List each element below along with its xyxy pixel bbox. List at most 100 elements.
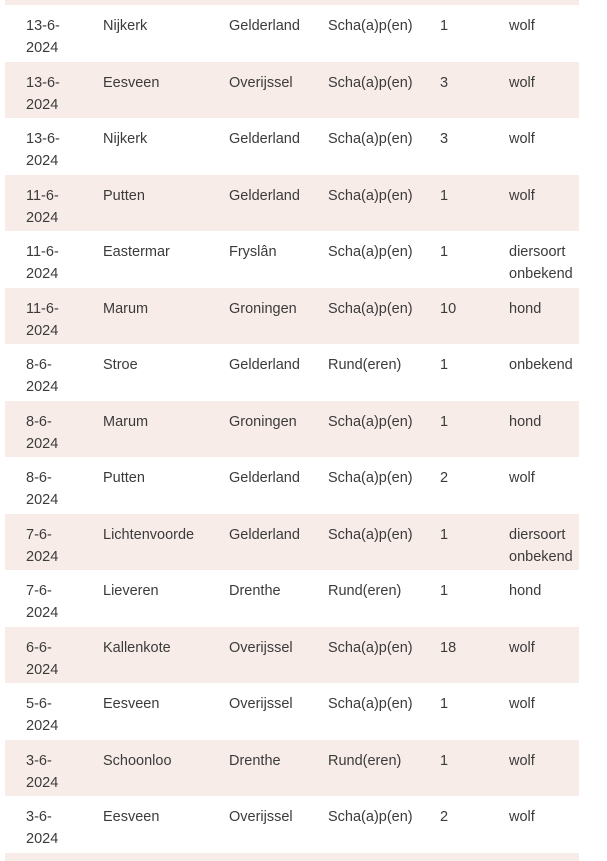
date-cell: 5-6-2024 (26, 696, 59, 734)
province-cell: Gelderland (229, 18, 300, 34)
row-partial-bottom (5, 852, 579, 861)
location-cell: Putten (103, 187, 145, 204)
date-cell: 13-6-2024 (26, 74, 60, 113)
identified-species-cell: wolf (509, 639, 535, 656)
date-cell: 11-6-2024 (26, 300, 59, 339)
identified-species-cell: hond (509, 413, 542, 430)
table-row: 3-6-2024 Schoonloo Drenthe Rund(eren) 1 … (5, 739, 579, 796)
province-cell: Fryslân (229, 244, 277, 260)
count-cell: 1 (440, 18, 449, 34)
date-cell: 13-6-2024 (26, 131, 60, 169)
identified-species-cell: diersoort onbekend (509, 244, 573, 282)
province-cell: Gelderland (229, 470, 300, 486)
animal-type-cell: Scha(a)p(en) (328, 639, 413, 656)
identified-species-cell: wolf (509, 470, 535, 486)
table-row: 7-6-2024 Lieveren Drenthe Rund(eren) 1 h… (5, 570, 579, 627)
date-cell: 11-6-2024 (26, 187, 59, 226)
animal-type-cell: Scha(a)p(en) (328, 187, 413, 204)
location-cell: Stroe (103, 357, 138, 373)
count-cell: 18 (440, 639, 457, 656)
count-cell: 2 (440, 809, 449, 825)
count-cell: 2 (440, 470, 449, 486)
animal-type-cell: Scha(a)p(en) (328, 413, 413, 430)
count-cell: 1 (440, 583, 449, 599)
date-cell: 3-6-2024 (26, 809, 59, 847)
fauna-damage-table: 13-6-2024 Nijkerk Gelderland Scha(a)p(en… (5, 5, 579, 853)
date-cell: 6-6-2024 (26, 639, 59, 678)
table-row: 8-6-2024 Marum Groningen Scha(a)p(en) 1 … (5, 400, 579, 457)
count-cell: 1 (440, 696, 449, 712)
table-row: 11-6-2024 Eastermar Fryslân Scha(a)p(en)… (5, 231, 579, 288)
identified-species-cell: hond (509, 300, 542, 317)
count-cell: 1 (440, 357, 449, 373)
row-partial-top (5, 0, 579, 5)
location-cell: Kallenkote (103, 639, 171, 656)
identified-species-cell: wolf (509, 131, 535, 147)
location-cell: Lieveren (103, 583, 159, 599)
province-cell: Overijssel (229, 639, 293, 656)
animal-type-cell: Scha(a)p(en) (328, 809, 413, 825)
animal-type-cell: Rund(eren) (328, 583, 402, 599)
animal-type-cell: Rund(eren) (328, 357, 402, 373)
identified-species-cell: wolf (509, 696, 535, 712)
animal-type-cell: Scha(a)p(en) (328, 131, 413, 147)
count-cell: 1 (440, 187, 449, 204)
table-row: 8-6-2024 Putten Gelderland Scha(a)p(en) … (5, 457, 579, 514)
table-row: 5-6-2024 Eesveen Overijssel Scha(a)p(en)… (5, 683, 579, 740)
location-cell: Eastermar (103, 244, 170, 260)
count-cell: 3 (440, 131, 449, 147)
animal-type-cell: Scha(a)p(en) (328, 696, 413, 712)
animal-type-cell: Rund(eren) (328, 752, 402, 769)
province-cell: Drenthe (229, 752, 281, 769)
animal-type-cell: Scha(a)p(en) (328, 18, 413, 34)
animal-type-cell: Scha(a)p(en) (328, 526, 413, 543)
table-row: 13-6-2024 Nijkerk Gelderland Scha(a)p(en… (5, 5, 579, 62)
animal-type-cell: Scha(a)p(en) (328, 244, 413, 260)
identified-species-cell: wolf (509, 18, 535, 34)
table-body: 13-6-2024 Nijkerk Gelderland Scha(a)p(en… (5, 5, 579, 853)
count-cell: 10 (440, 300, 457, 317)
table-row: 13-6-2024 Eesveen Overijssel Scha(a)p(en… (5, 61, 579, 118)
count-cell: 3 (440, 74, 449, 91)
province-cell: Gelderland (229, 357, 300, 373)
table-row: 11-6-2024 Putten Gelderland Scha(a)p(en)… (5, 174, 579, 231)
date-cell: 8-6-2024 (26, 357, 59, 395)
date-cell: 7-6-2024 (26, 526, 59, 565)
identified-species-cell: wolf (509, 809, 535, 825)
location-cell: Eesveen (103, 809, 160, 825)
province-cell: Overijssel (229, 696, 293, 712)
identified-species-cell: onbekend (509, 357, 573, 373)
province-cell: Groningen (229, 300, 297, 317)
location-cell: Marum (103, 300, 149, 317)
province-cell: Gelderland (229, 526, 300, 543)
animal-type-cell: Scha(a)p(en) (328, 470, 413, 486)
date-cell: 3-6-2024 (26, 752, 59, 791)
count-cell: 1 (440, 526, 449, 543)
location-cell: Putten (103, 470, 145, 486)
date-cell: 8-6-2024 (26, 413, 59, 452)
location-cell: Eesveen (103, 74, 160, 91)
table-row: 7-6-2024 Lichtenvoorde Gelderland Scha(a… (5, 513, 579, 570)
location-cell: Marum (103, 413, 149, 430)
province-cell: Drenthe (229, 583, 281, 599)
identified-species-cell: hond (509, 583, 542, 599)
date-cell: 11-6-2024 (26, 244, 59, 282)
province-cell: Gelderland (229, 187, 300, 204)
province-cell: Overijssel (229, 74, 293, 91)
count-cell: 1 (440, 413, 449, 430)
location-cell: Schoonloo (103, 752, 172, 769)
table-row: 8-6-2024 Stroe Gelderland Rund(eren) 1 o… (5, 344, 579, 401)
table-row: 3-6-2024 Eesveen Overijssel Scha(a)p(en)… (5, 796, 579, 853)
fauna-damage-table-container: 13-6-2024 Nijkerk Gelderland Scha(a)p(en… (5, 0, 579, 861)
location-cell: Nijkerk (103, 131, 148, 147)
table-row: 13-6-2024 Nijkerk Gelderland Scha(a)p(en… (5, 118, 579, 175)
location-cell: Nijkerk (103, 18, 148, 34)
province-cell: Gelderland (229, 131, 300, 147)
table-row: 6-6-2024 Kallenkote Overijssel Scha(a)p(… (5, 626, 579, 683)
animal-type-cell: Scha(a)p(en) (328, 74, 413, 91)
identified-species-cell: wolf (509, 74, 535, 91)
identified-species-cell: wolf (509, 187, 535, 204)
date-cell: 13-6-2024 (26, 18, 60, 56)
animal-type-cell: Scha(a)p(en) (328, 300, 413, 317)
identified-species-cell: diersoort onbekend (509, 526, 573, 565)
